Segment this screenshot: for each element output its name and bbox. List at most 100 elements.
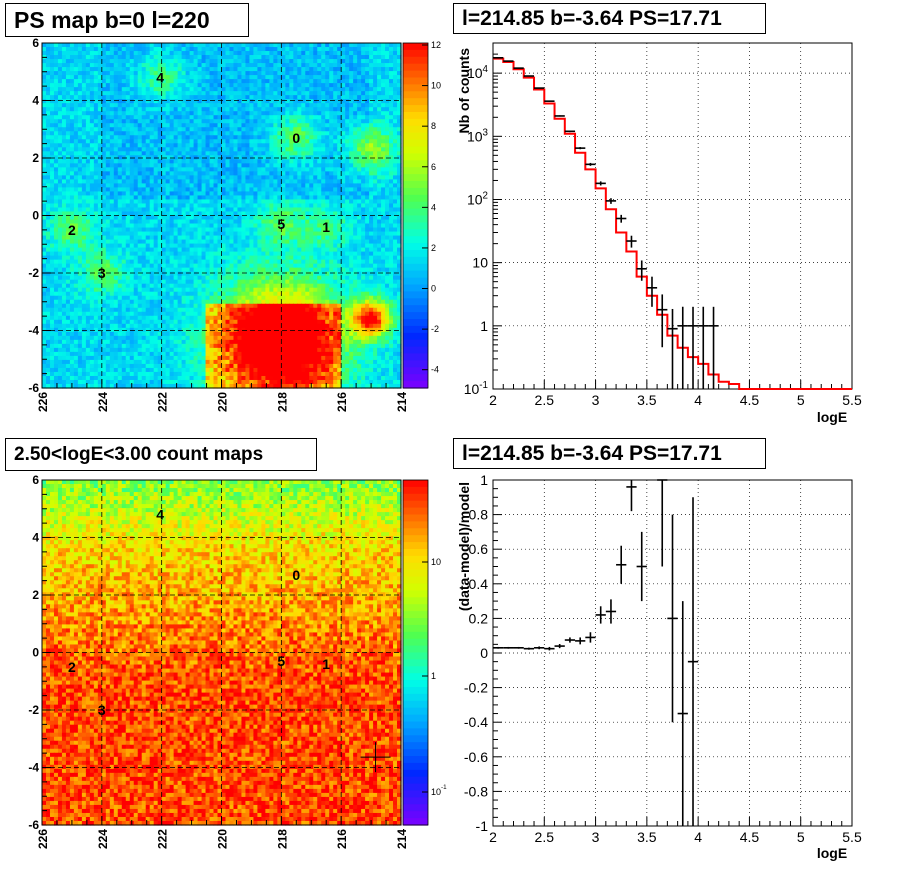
count-map-y-tick-label: 6 bbox=[32, 473, 39, 487]
residuals-y-tick-label: -0.4 bbox=[464, 714, 488, 730]
ps-map-x-tick-label: 218 bbox=[275, 392, 289, 412]
spectrum-x-tick-label: 4 bbox=[694, 392, 702, 408]
source-label-2: 2 bbox=[68, 222, 76, 238]
spectrum-y-tick-label: 10 bbox=[472, 255, 488, 271]
residuals-y-tick-label: 0.2 bbox=[469, 610, 489, 626]
ps-map-palette-frame bbox=[402, 42, 429, 389]
spectrum-data-point bbox=[616, 214, 627, 223]
count-map-y-tick-label: -6 bbox=[28, 818, 39, 832]
residuals-y-tick-label: 0.8 bbox=[469, 507, 489, 523]
ps-map-palette-tick-label: 2 bbox=[431, 243, 436, 253]
residuals-y-tick-label: 1 bbox=[480, 472, 488, 488]
spectrum-data-point bbox=[534, 87, 545, 89]
residuals-data-point bbox=[626, 480, 637, 512]
count-map-source-label-4: 4 bbox=[156, 507, 164, 523]
ps-map-palette-tick-label: -4 bbox=[431, 365, 439, 375]
count-map-source-label-5: 5 bbox=[277, 653, 285, 669]
spectrum-data-point bbox=[708, 306, 719, 389]
residuals-data-point bbox=[677, 601, 688, 826]
ps-map-axis-ticks bbox=[41, 42, 402, 389]
spectrum-data-point bbox=[575, 147, 586, 150]
spectrum-data-point bbox=[605, 198, 617, 204]
spectrum-x-tick-label: 2 bbox=[489, 392, 497, 408]
count-map-source-label-0: 0 bbox=[292, 567, 300, 583]
spectrum-x-tick-label: 5.5 bbox=[842, 392, 862, 408]
residuals-x-tick-label: 5 bbox=[797, 829, 805, 845]
ps-map-x-tick-label: 214 bbox=[395, 392, 409, 412]
residuals-panel: 2 2.5 3 3.5 4 4.5 5 5.5 1 0.8 0.6 0.4 0.2 0 -0.2 -0.4 -0… bbox=[450, 436, 898, 871]
count-map-source-label-1: 1 bbox=[322, 656, 330, 672]
count-map-palette-frame bbox=[402, 479, 429, 826]
residuals-data-point bbox=[667, 514, 678, 723]
residuals-data-point bbox=[595, 606, 606, 624]
residuals-data-point bbox=[513, 646, 524, 649]
spectrum-grid bbox=[543, 43, 802, 389]
count-map-panel: 226 224 222 220 218 216 214 6 4 2 0 -2 -4 -6 10 1 10-1 4 0… bbox=[0, 436, 450, 871]
residuals-plot[interactable]: 2 2.5 3 3.5 4 4.5 5 5.5 1 0.8 0.6 0.4 0.2 0 -0.2 -0.4 -0… bbox=[450, 436, 898, 871]
count-map-x-tick-label: 214 bbox=[395, 829, 409, 849]
residuals-data-point bbox=[585, 632, 596, 643]
count-map-plot[interactable]: 226 224 222 220 218 216 214 6 4 2 0 -2 -4 -6 10 1 10-1 4 0… bbox=[0, 436, 450, 871]
count-map-x-tick-label: 222 bbox=[156, 829, 170, 849]
ps-map-palette-tick-label: 0 bbox=[431, 284, 436, 294]
count-map-palette-tick-label: 10-1 bbox=[431, 784, 447, 797]
ps-map-palette-tick-label: 4 bbox=[431, 202, 436, 212]
spectrum-data-point bbox=[646, 276, 658, 307]
count-map-title: 2.50<logE<3.00 count maps bbox=[5, 438, 317, 471]
ps-map-x-tick-label: 222 bbox=[156, 392, 170, 412]
count-map-grid bbox=[42, 480, 401, 825]
count-map-axis-ticks bbox=[41, 479, 402, 826]
ps-map-x-tick-label: 220 bbox=[216, 392, 230, 412]
residuals-title: l=214.85 b=-3.64 PS=17.71 bbox=[453, 438, 766, 469]
residuals-data-point bbox=[564, 637, 576, 643]
residuals-data-point bbox=[616, 545, 627, 584]
spectrum-model-line bbox=[493, 57, 852, 390]
spectrum-data-point bbox=[636, 260, 647, 281]
residuals-y-tick-label: 0.4 bbox=[469, 576, 489, 592]
residuals-x-ticks bbox=[492, 817, 853, 826]
count-map-x-tick-label: 226 bbox=[36, 829, 50, 849]
spectrum-data-point bbox=[698, 306, 709, 389]
spectrum-panel: 2 2.5 3 3.5 4 4.5 5 5.5 10-1 1 10 102 103 104 logE Nb o… bbox=[450, 0, 898, 436]
residuals-data-point bbox=[687, 497, 699, 826]
ps-map-palette-tick-label: 8 bbox=[431, 121, 436, 131]
spectrum-data-point bbox=[554, 115, 565, 117]
residuals-x-tick-label: 2.5 bbox=[535, 829, 555, 845]
spectrum-data-point bbox=[585, 162, 596, 166]
ps-map-grid bbox=[42, 43, 401, 388]
spectrum-y-ticks bbox=[493, 53, 502, 390]
count-map-palette-tick-label: 10 bbox=[431, 557, 441, 567]
ps-map-y-tick-label: -2 bbox=[28, 266, 39, 280]
ps-map-y-tick-label: 0 bbox=[32, 209, 39, 223]
spectrum-ylabel: Nb of counts bbox=[456, 48, 472, 134]
ps-map-palette-tick-label: -2 bbox=[431, 324, 439, 334]
ps-map-plot[interactable]: 226 224 222 220 218 216 2146420-2-4-6121086420… bbox=[0, 0, 450, 436]
count-map-palette bbox=[403, 480, 428, 826]
spectrum-x-ticks bbox=[492, 380, 853, 389]
residuals-data-point bbox=[544, 646, 555, 651]
count-map-x-tick-label: 220 bbox=[216, 829, 230, 849]
spectrum-data-point bbox=[626, 235, 637, 248]
ps-map-palette-tick-label: 10 bbox=[431, 81, 441, 91]
residuals-y-tick-label: -1 bbox=[476, 818, 489, 834]
residuals-y-tick-label: 0 bbox=[480, 645, 488, 661]
residuals-x-tick-label: 2 bbox=[489, 829, 497, 845]
residuals-y-tick-label: -0.6 bbox=[464, 749, 488, 765]
residuals-data-point bbox=[575, 637, 586, 645]
spectrum-x-tick-label: 3 bbox=[592, 392, 600, 408]
count-map-x-tick-label: 218 bbox=[275, 829, 289, 849]
count-map-source-label-3: 3 bbox=[98, 702, 106, 718]
source-label-3: 3 bbox=[98, 265, 106, 281]
residuals-y-tick-label: 0.6 bbox=[469, 541, 489, 557]
ps-map-y-tick-label: 6 bbox=[32, 36, 39, 50]
spectrum-y-tick-label: 10-1 bbox=[464, 380, 488, 397]
spectrum-data-point bbox=[667, 308, 678, 389]
spectrum-x-tick-label: 2.5 bbox=[535, 392, 555, 408]
ps-map-palette-tick-label: 12 bbox=[431, 40, 441, 50]
residuals-y-tick-label: -0.2 bbox=[464, 680, 488, 696]
spectrum-data-point bbox=[544, 100, 555, 102]
spectrum-title: l=214.85 b=-3.64 PS=17.71 bbox=[453, 3, 766, 34]
residuals-y-ticks bbox=[493, 479, 502, 827]
count-map-y-tick-label: 4 bbox=[32, 531, 39, 545]
